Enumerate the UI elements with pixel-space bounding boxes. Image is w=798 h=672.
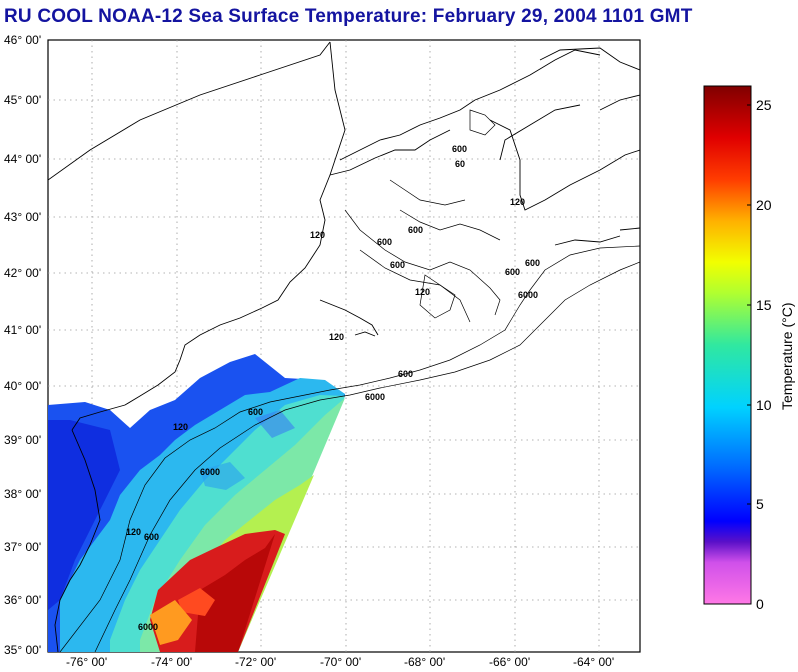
bathymetry-contours <box>59 109 640 652</box>
contour-label-120: 120 <box>310 230 325 240</box>
contour-label-600: 600 <box>505 267 520 277</box>
lon-label: -72° 00' <box>235 655 276 669</box>
contour-label-120: 120 <box>415 287 430 297</box>
contour-label-120: 120 <box>510 197 525 207</box>
contour-label-600: 600 <box>398 369 413 379</box>
contour-label-6000: 6000 <box>518 290 538 300</box>
sst-swath <box>48 354 345 652</box>
contour-label-600: 600 <box>248 407 263 417</box>
contour-label-600: 600 <box>452 144 467 154</box>
latitude-labels: 46° 00' 45° 00' 44° 00' 43° 00' 42° 00' … <box>4 33 41 657</box>
lon-label: -66° 00' <box>489 655 530 669</box>
lat-label: 35° 00' <box>4 643 41 657</box>
contour-label-60: 60 <box>455 159 465 169</box>
contour-label-600: 600 <box>525 258 540 268</box>
lon-label: -68° 00' <box>404 655 445 669</box>
lat-label: 46° 00' <box>4 33 41 47</box>
contour-labels: 600 600 600 600 600 600 600 600 600 6000… <box>126 144 540 632</box>
contour-label-120: 120 <box>173 422 188 432</box>
map-title: RU COOL NOAA-12 Sea Surface Temperature:… <box>4 6 693 27</box>
longitude-labels: -76° 00' -74° 00' -72° 00' -70° 00' -68°… <box>66 655 614 669</box>
contour-label-600: 600 <box>390 260 405 270</box>
contour-label-120: 120 <box>329 332 344 342</box>
colorbar-label: Temperature (°C) <box>779 302 795 410</box>
lat-label: 36° 00' <box>4 593 41 607</box>
contour-label-600: 600 <box>144 532 159 542</box>
colorbar: 0 5 10 15 20 25 Temperature (°C) <box>703 85 795 612</box>
coastline <box>48 41 640 652</box>
colorbar-tick: 10 <box>756 397 772 413</box>
colorbar-tick: 5 <box>756 496 764 512</box>
lat-label: 38° 00' <box>4 487 41 501</box>
lat-label: 42° 00' <box>4 266 41 280</box>
lon-label: -64° 00' <box>573 655 614 669</box>
colorbar-tick: 0 <box>756 596 764 612</box>
lat-label: 39° 00' <box>4 433 41 447</box>
lon-label: -70° 00' <box>320 655 361 669</box>
colorbar-gradient <box>703 85 752 605</box>
colorbar-tick: 20 <box>756 197 772 213</box>
lat-label: 37° 00' <box>4 540 41 554</box>
colorbar-tick: 15 <box>756 297 772 313</box>
contour-label-600: 600 <box>377 237 392 247</box>
contour-label-6000: 6000 <box>138 622 158 632</box>
lat-label: 40° 00' <box>4 379 41 393</box>
contour-label-120: 120 <box>126 527 141 537</box>
contour-label-600: 600 <box>408 225 423 235</box>
lat-label: 44° 00' <box>4 152 41 166</box>
lon-label: -74° 00' <box>151 655 192 669</box>
lat-label: 41° 00' <box>4 323 41 337</box>
colorbar-tick: 25 <box>756 97 772 113</box>
lon-label: -76° 00' <box>66 655 107 669</box>
contour-label-6000: 6000 <box>365 392 385 402</box>
lat-label: 45° 00' <box>4 93 41 107</box>
contour-label-6000: 6000 <box>200 467 220 477</box>
lat-label: 43° 00' <box>4 210 41 224</box>
